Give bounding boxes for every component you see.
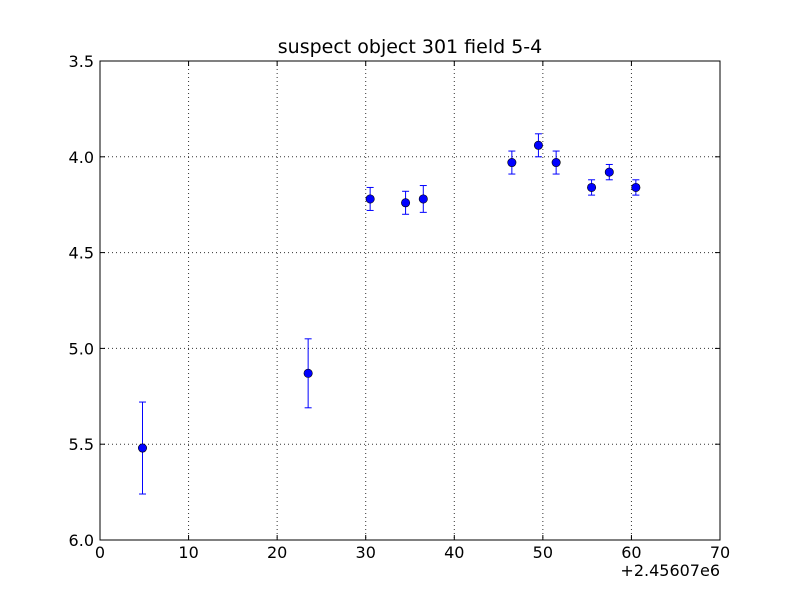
data-point <box>401 198 411 208</box>
x-axis-offset-label: +2.45607e6 <box>620 561 720 580</box>
x-tick-label: 0 <box>95 543 105 562</box>
grid-lines <box>100 61 720 540</box>
error-bars <box>139 133 640 495</box>
data-point <box>418 194 428 204</box>
y-tick-label: 5.5 <box>69 435 94 454</box>
data-point <box>587 182 597 192</box>
y-tick-label: 4.5 <box>69 244 94 263</box>
data-point <box>365 194 375 204</box>
y-axis-tick-labels: 3.5 4.0 4.5 5.0 5.5 6.0 <box>69 52 94 550</box>
y-tick-label: 4.0 <box>69 148 94 167</box>
data-point <box>631 182 641 192</box>
x-tick-label: 40 <box>444 543 464 562</box>
data-point <box>138 443 148 453</box>
y-tick-label: 6.0 <box>69 531 94 550</box>
chart-title: suspect object 301 field 5-4 <box>278 36 543 58</box>
data-points <box>138 140 641 453</box>
data-point <box>533 140 543 150</box>
data-point <box>604 167 614 177</box>
y-tick-label: 3.5 <box>69 52 94 71</box>
x-tick-label: 50 <box>533 543 553 562</box>
x-tick-label: 20 <box>267 543 287 562</box>
plot-area <box>99 60 721 541</box>
data-point <box>551 158 561 168</box>
x-tick-label: 30 <box>356 543 376 562</box>
data-point <box>303 368 313 378</box>
data-point <box>507 158 517 168</box>
x-axis-tick-labels: 0 10 20 30 40 50 60 70 <box>95 543 730 562</box>
x-tick-label: 10 <box>178 543 198 562</box>
x-tick-label: 60 <box>621 543 641 562</box>
y-tick-label: 5.0 <box>69 339 94 358</box>
axis-ticks <box>99 60 721 541</box>
x-tick-label: 70 <box>710 543 730 562</box>
